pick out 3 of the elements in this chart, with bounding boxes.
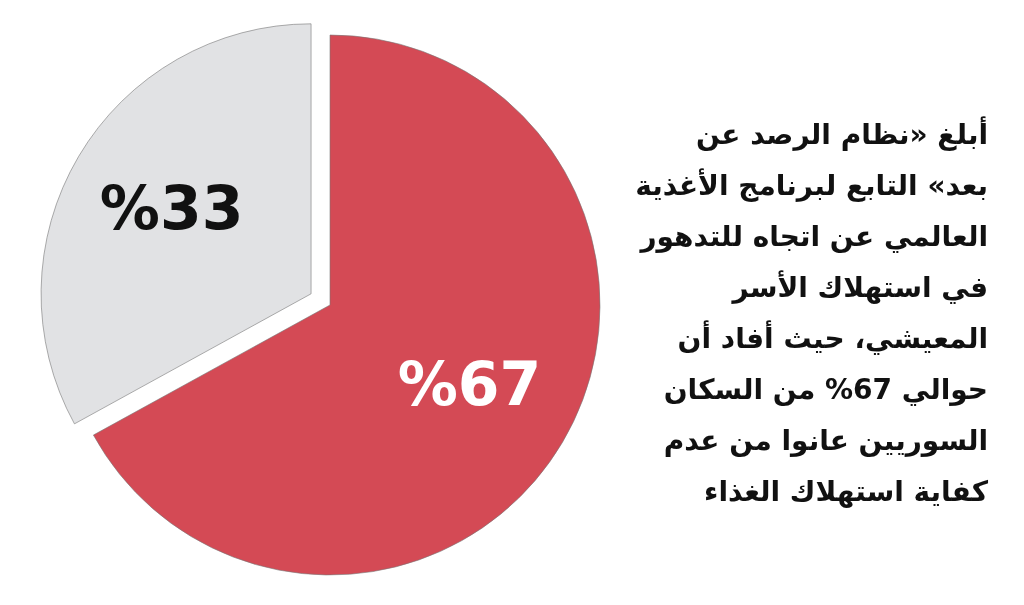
data-label: %67 [397,349,542,420]
text: أبلغ «نظام الرصد عن بعد» التابع لبرنامج الأغذية العالمي عن اتجاه للتدهور في استهلاك الأسر المعيشي، حيث أفاد أن حوالي 67% من السكان السوريين عانوا من عدم كفاية استهلاك الغذاء [635,116,989,508]
data-label: %33 [99,173,244,244]
